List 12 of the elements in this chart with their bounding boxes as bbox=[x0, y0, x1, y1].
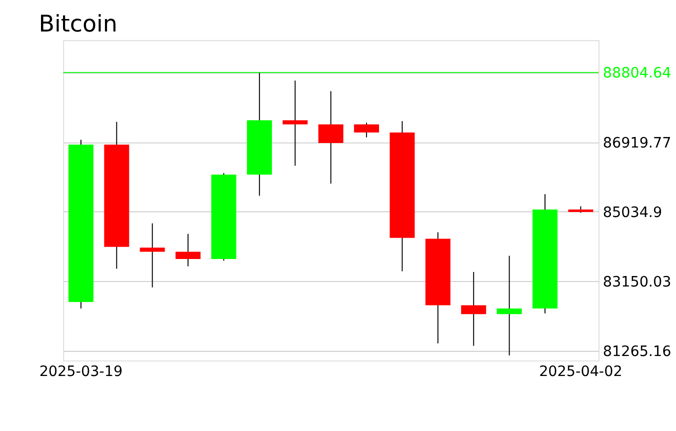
y-tick-label: 86919.77 bbox=[602, 135, 672, 152]
candlestick bbox=[461, 271, 486, 346]
x-tick-label: 2025-04-02 bbox=[539, 364, 622, 380]
candlestick bbox=[496, 255, 522, 356]
y-tick-label: 81265.16 bbox=[602, 344, 672, 360]
y-tick-label: 83150.03 bbox=[602, 274, 672, 290]
candlestick bbox=[282, 80, 308, 166]
candlestick bbox=[140, 222, 165, 288]
x-tick-label: 2025-03-19 bbox=[39, 364, 123, 380]
y-tick-label: 85034.9 bbox=[602, 204, 662, 221]
chart-title: Bitcoin bbox=[38, 12, 118, 38]
y-tick-label: 88804.64 bbox=[602, 66, 672, 82]
